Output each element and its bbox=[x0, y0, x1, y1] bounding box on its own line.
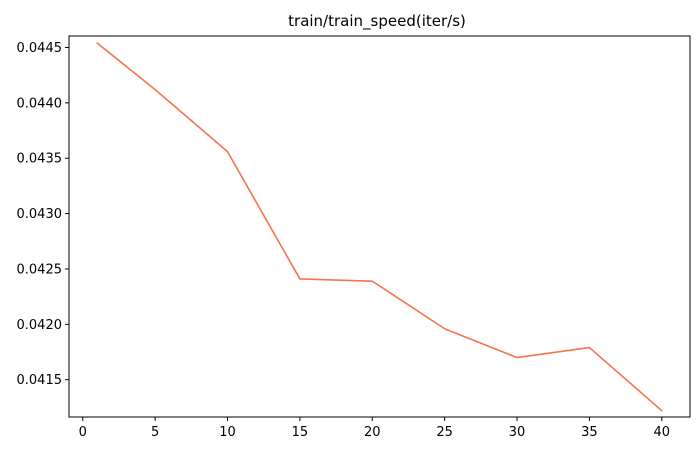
y-axis: 0.0415 0.0420 0.0425 0.0430 0.0435 0.0440 0.04… bbox=[17, 41, 69, 388]
y-tick-label: 0.0435 bbox=[17, 152, 63, 167]
chart-title: train/train_speed(iter/s) bbox=[288, 12, 466, 31]
x-tick-label: 0 bbox=[79, 425, 87, 440]
y-tick-label: 0.0440 bbox=[17, 96, 63, 111]
y-tick-label: 0.0430 bbox=[17, 207, 63, 222]
x-tick-label: 25 bbox=[436, 425, 453, 440]
plot-frame bbox=[68, 35, 691, 418]
y-tick-label: 0.0420 bbox=[17, 318, 63, 333]
x-tick-label: 5 bbox=[151, 425, 159, 440]
x-tick-label: 35 bbox=[581, 425, 598, 440]
x-tick-label: 40 bbox=[653, 425, 670, 440]
y-tick-label: 0.0445 bbox=[17, 41, 63, 56]
plot-area bbox=[68, 35, 691, 418]
y-tick-label: 0.0425 bbox=[17, 262, 63, 277]
x-tick-label: 10 bbox=[219, 425, 236, 440]
series-line-0 bbox=[96, 42, 663, 412]
x-axis: 0 5 10 15 20 25 30 35 40 bbox=[79, 417, 670, 440]
y-tick-label: 0.0415 bbox=[17, 373, 63, 388]
x-tick-label: 30 bbox=[509, 425, 526, 440]
x-tick-label: 20 bbox=[364, 425, 381, 440]
x-tick-label: 15 bbox=[292, 425, 309, 440]
